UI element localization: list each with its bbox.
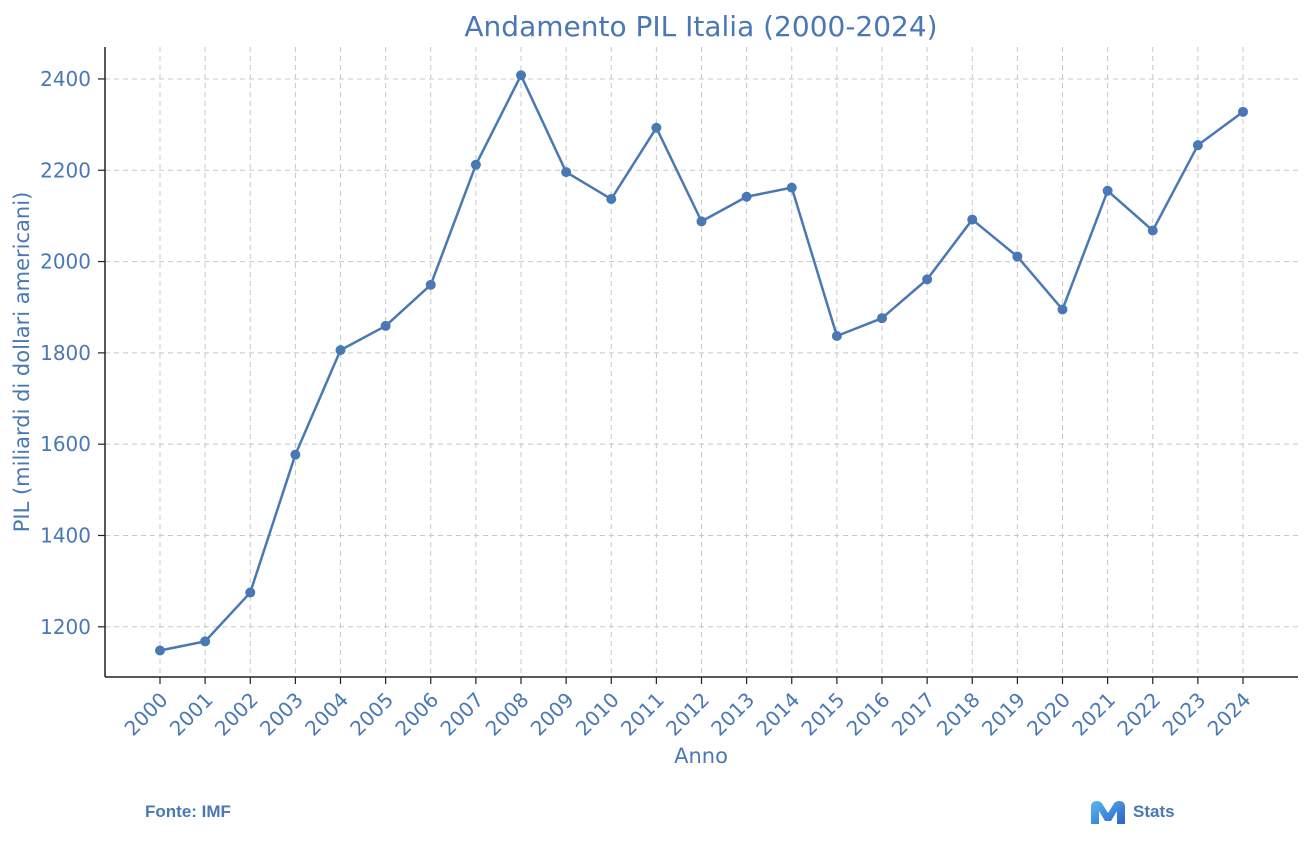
y-tick-label: 1200 <box>40 615 91 639</box>
data-point <box>877 313 887 324</box>
x-tick-label: 2010 <box>571 688 624 741</box>
data-point <box>741 191 752 202</box>
data-point <box>425 279 436 290</box>
data-point <box>155 645 165 656</box>
x-axis-ticks: 2000200120022003200420052006200720082009… <box>120 677 1256 741</box>
x-tick-label: 2009 <box>526 688 579 741</box>
y-axis-label: PIL (miliardi di dollari americani) <box>10 192 34 533</box>
source-note: Fonte: IMF <box>145 802 231 821</box>
data-point <box>696 216 707 227</box>
x-axis-label: Anno <box>674 744 728 768</box>
x-tick-label: 2002 <box>210 688 263 741</box>
data-point <box>1192 140 1203 151</box>
x-tick-label: 2004 <box>300 688 353 741</box>
y-tick-label: 1800 <box>40 341 91 365</box>
x-tick-label: 2008 <box>481 688 534 741</box>
data-point <box>831 330 842 341</box>
x-tick-label: 2005 <box>345 688 398 741</box>
y-tick-label: 1400 <box>40 523 91 547</box>
grid <box>105 47 1298 677</box>
m-logo-icon <box>1091 801 1125 824</box>
x-tick-label: 2006 <box>390 688 443 741</box>
data-point <box>1057 304 1068 315</box>
y-tick-label: 2200 <box>40 158 91 182</box>
series-layer <box>155 70 1248 656</box>
data-point <box>786 182 797 193</box>
y-tick-label: 2000 <box>40 250 91 274</box>
data-point <box>1012 251 1023 262</box>
x-tick-label: 2013 <box>706 688 759 741</box>
x-tick-label: 2017 <box>887 688 940 741</box>
y-axis-ticks: 1200 1400 1600 1800 2000 2200 2400 <box>40 67 105 639</box>
data-point <box>1238 106 1248 117</box>
x-tick-label: 2007 <box>435 688 488 741</box>
x-tick-label: 2018 <box>932 688 985 741</box>
data-point <box>922 274 933 285</box>
x-tick-label: 2022 <box>1112 688 1165 741</box>
data-point <box>516 70 526 81</box>
x-tick-label: 2000 <box>120 688 173 741</box>
data-point <box>1102 185 1113 196</box>
data-point <box>561 167 572 178</box>
y-tick-label: 1600 <box>40 432 91 456</box>
y-tick-label: 2400 <box>40 67 91 91</box>
data-point <box>380 320 391 331</box>
chart-title: Andamento PIL Italia (2000-2024) <box>464 10 937 43</box>
data-point <box>335 345 346 356</box>
x-tick-label: 2012 <box>661 688 714 741</box>
data-point <box>290 449 301 460</box>
x-tick-label: 2016 <box>842 688 895 741</box>
x-tick-label: 2021 <box>1067 688 1120 741</box>
data-point <box>470 159 481 170</box>
x-tick-label: 2023 <box>1157 688 1210 741</box>
data-point <box>200 636 211 647</box>
data-point <box>606 194 617 205</box>
x-tick-label: 2020 <box>1022 688 1075 741</box>
x-tick-label: 2001 <box>165 688 218 741</box>
brand-name: Stats <box>1133 802 1175 821</box>
x-tick-label: 2014 <box>751 688 804 741</box>
x-tick-label: 2003 <box>255 688 308 741</box>
brand-logo: Stats <box>1089 799 1175 825</box>
data-point <box>245 587 256 598</box>
data-point <box>651 122 662 133</box>
x-tick-label: 2024 <box>1203 688 1256 741</box>
data-point <box>967 214 978 225</box>
x-tick-label: 2015 <box>796 688 849 741</box>
x-tick-label: 2011 <box>616 688 669 741</box>
data-point <box>1147 225 1158 236</box>
x-tick-label: 2019 <box>977 688 1030 741</box>
